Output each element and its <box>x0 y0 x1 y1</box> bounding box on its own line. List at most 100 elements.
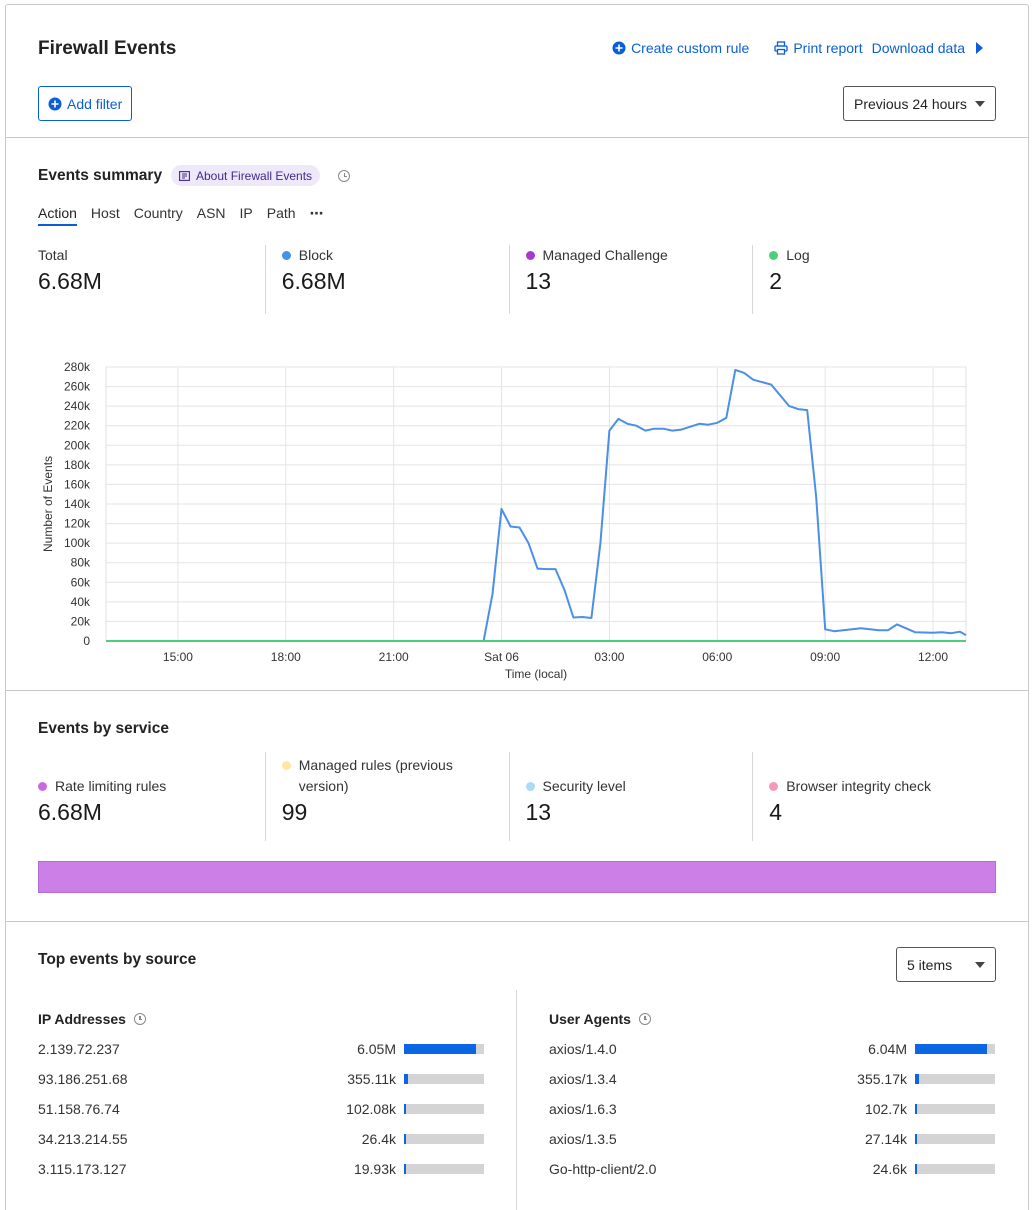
ip-address-bar-fill <box>404 1044 476 1054</box>
about-firewall-events-link[interactable]: About Firewall Events <box>171 165 321 186</box>
ip-address-count: 355.11k <box>347 1071 396 1087</box>
create-custom-rule-link[interactable]: Create custom rule <box>612 40 749 56</box>
tab-asn[interactable]: ASN <box>196 205 226 221</box>
user-agent-count: 6.04M <box>868 1041 907 1057</box>
user-agent-count: 102.7k <box>864 1101 907 1117</box>
ip-address-row[interactable]: 34.213.214.55 26.4k <box>38 1124 484 1154</box>
stat-browser-integrity[interactable]: Browser integrity check 4 <box>752 752 996 841</box>
tab-path[interactable]: Path <box>266 205 296 221</box>
user-agents-title: User Agents <box>549 1011 631 1027</box>
y-tick-label: 180k <box>64 458 91 472</box>
stat-value: 13 <box>525 268 552 294</box>
items-count-value: 5 items <box>907 956 953 973</box>
y-tick-label: 240k <box>64 399 91 413</box>
y-tick-label: 20k <box>71 614 91 628</box>
tab-country[interactable]: Country <box>133 205 183 221</box>
clock-icon[interactable] <box>338 170 350 182</box>
ip-address-row[interactable]: 3.115.173.127 19.93k <box>38 1154 484 1184</box>
stat-block[interactable]: Block 6.68M <box>264 245 509 314</box>
user-agent-key: axios/1.3.4 <box>549 1071 617 1087</box>
user-agent-bar-fill <box>915 1134 917 1144</box>
service-distribution-bar[interactable] <box>38 861 996 893</box>
stat-value: 99 <box>281 799 308 825</box>
stat-value: 2 <box>769 268 783 294</box>
printer-icon <box>774 41 788 55</box>
more-tabs-icon[interactable]: ⋯ <box>309 205 325 221</box>
x-tick-label: 15:00 <box>163 650 193 664</box>
user-agent-bar-fill <box>915 1044 987 1054</box>
y-tick-label: 160k <box>64 477 91 491</box>
legend-dot <box>769 251 779 260</box>
legend-dot <box>38 782 47 791</box>
user-agent-row[interactable]: axios/1.3.5 27.14k <box>549 1124 995 1154</box>
stat-rate-limiting[interactable]: Rate limiting rules 6.68M <box>38 752 265 841</box>
stat-value: 13 <box>525 799 552 825</box>
time-range-select[interactable]: Previous 24 hours <box>843 86 996 121</box>
y-tick-label: 100k <box>64 536 91 550</box>
user-agent-bar <box>915 1164 995 1174</box>
tab-ip[interactable]: IP <box>239 205 253 221</box>
plus-circle-icon <box>612 41 626 55</box>
user-agent-bar-fill <box>915 1074 919 1084</box>
user-agent-count: 27.14k <box>864 1131 907 1147</box>
stat-label: Rate limiting rules <box>55 778 167 794</box>
user-agent-row[interactable]: axios/1.6.3 102.7k <box>549 1094 995 1124</box>
ip-address-bar-fill <box>404 1164 406 1174</box>
ip-address-key: 51.158.76.74 <box>38 1101 120 1117</box>
tab-action[interactable]: Action <box>38 205 77 226</box>
ip-address-row[interactable]: 93.186.251.68 355.11k <box>38 1064 484 1094</box>
x-tick-label: 18:00 <box>271 650 301 664</box>
tab-host[interactable]: Host <box>90 205 120 221</box>
ip-address-bar-fill <box>404 1104 406 1114</box>
download-data-link[interactable]: Download data <box>872 40 986 56</box>
ip-address-count: 6.05M <box>357 1041 396 1057</box>
page-title: Firewall Events <box>38 38 177 59</box>
stat-managed-challenge[interactable]: Managed Challenge 13 <box>508 245 753 314</box>
ip-address-bar <box>404 1134 484 1144</box>
print-report-link[interactable]: Print report <box>774 40 863 56</box>
stat-managed-rules[interactable]: Managed rules (previous version) 99 <box>264 752 509 841</box>
stat-value: 6.68M <box>281 268 346 294</box>
stat-total[interactable]: Total 6.68M <box>38 245 265 314</box>
user-agent-bar <box>915 1134 995 1144</box>
user-agent-key: axios/1.6.3 <box>549 1101 617 1117</box>
add-filter-button[interactable]: Add filter <box>38 86 133 121</box>
ip-address-bar <box>404 1074 484 1084</box>
stat-log[interactable]: Log 2 <box>752 245 996 314</box>
stat-value: 6.68M <box>38 268 102 294</box>
items-count-select[interactable]: 5 items <box>896 947 996 982</box>
legend-dot <box>769 782 779 791</box>
clock-icon[interactable] <box>133 1013 146 1025</box>
y-tick-label: 40k <box>71 595 91 609</box>
summary-tabs: Action Host Country ASN IP Path ⋯ <box>38 205 325 226</box>
legend-dot <box>525 251 535 260</box>
y-axis-label: Number of Events <box>41 456 55 552</box>
ip-address-row[interactable]: 51.158.76.74 102.08k <box>38 1094 484 1124</box>
plus-circle-icon <box>48 97 62 111</box>
user-agent-row[interactable]: axios/1.4.0 6.04M <box>549 1034 995 1064</box>
caret-right-icon <box>972 41 986 55</box>
chevron-down-icon <box>975 961 985 968</box>
user-agent-key: axios/1.3.5 <box>549 1131 617 1147</box>
user-agent-bar <box>915 1104 995 1114</box>
print-report-label: Print report <box>793 40 863 56</box>
top-events-section <box>5 921 1029 1210</box>
clock-icon[interactable] <box>638 1013 651 1025</box>
user-agent-row[interactable]: Go-http-client/2.0 24.6k <box>549 1154 995 1184</box>
ip-address-key: 3.115.173.127 <box>38 1161 127 1177</box>
user-agent-row[interactable]: axios/1.3.4 355.17k <box>549 1064 995 1094</box>
ip-address-count: 19.93k <box>353 1161 396 1177</box>
events-line-chart[interactable]: 0 20k 40k 60k 80k 100k 120k 140k 160k 180k 200k 220… <box>30 355 980 685</box>
stat-label: Managed Challenge <box>542 247 668 263</box>
ip-address-count: 102.08k <box>346 1101 396 1117</box>
stat-value: 6.68M <box>38 799 102 825</box>
chevron-down-icon <box>975 100 985 107</box>
stat-security-level[interactable]: Security level 13 <box>508 752 753 841</box>
dashboard-card <box>5 4 1029 1210</box>
user-agent-bar <box>915 1044 995 1054</box>
ip-address-row[interactable]: 2.139.72.237 6.05M <box>38 1034 484 1064</box>
ip-address-key: 34.213.214.55 <box>38 1131 128 1147</box>
user-agents-column: User Agents axios/1.4.0 6.04M axios/1.3.4 3… <box>549 1010 995 1177</box>
y-tick-label: 80k <box>71 556 91 570</box>
user-agent-count: 24.6k <box>872 1161 907 1177</box>
